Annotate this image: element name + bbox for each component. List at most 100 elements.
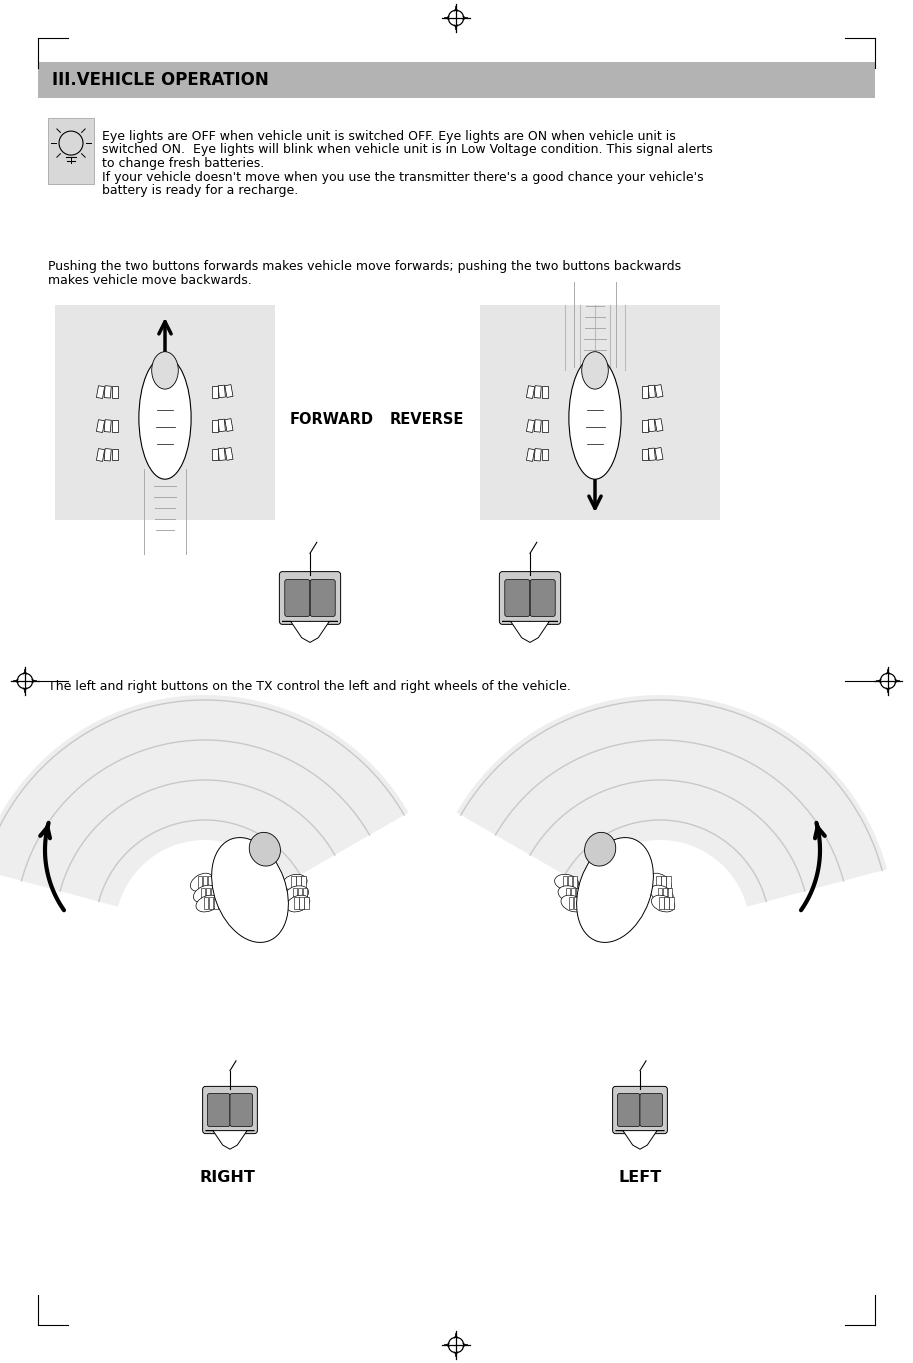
Bar <box>225 418 233 432</box>
Bar <box>104 448 111 461</box>
Text: Pushing the two buttons forwards makes vehicle move forwards; pushing the two bu: Pushing the two buttons forwards makes v… <box>48 260 681 273</box>
Polygon shape <box>456 695 887 906</box>
Bar <box>104 420 111 432</box>
Text: Eye lights are OFF when vehicle unit is switched OFF. Eye lights are ON when veh: Eye lights are OFF when vehicle unit is … <box>102 129 676 143</box>
Ellipse shape <box>212 838 289 942</box>
Ellipse shape <box>249 833 280 866</box>
FancyBboxPatch shape <box>203 1086 257 1134</box>
FancyBboxPatch shape <box>499 571 561 624</box>
Bar <box>301 876 306 887</box>
Text: RIGHT: RIGHT <box>199 1169 255 1184</box>
Bar <box>562 876 567 887</box>
Bar <box>665 897 668 909</box>
FancyBboxPatch shape <box>617 1093 640 1126</box>
Bar <box>648 420 656 432</box>
Bar <box>214 897 218 909</box>
Polygon shape <box>205 1131 255 1149</box>
Bar <box>97 448 105 462</box>
Bar <box>527 420 535 432</box>
Bar <box>666 876 670 887</box>
Text: FORWARD: FORWARD <box>290 413 374 428</box>
Bar <box>218 448 226 461</box>
Bar <box>304 897 309 909</box>
Bar <box>203 876 207 887</box>
Bar <box>104 386 111 398</box>
Ellipse shape <box>191 874 213 891</box>
Ellipse shape <box>652 895 675 912</box>
Bar <box>225 384 233 398</box>
Text: LEFT: LEFT <box>618 1169 662 1184</box>
Bar <box>655 418 663 432</box>
Bar <box>55 305 275 521</box>
FancyBboxPatch shape <box>613 1086 667 1134</box>
Bar <box>218 386 226 398</box>
Bar <box>218 420 226 432</box>
Bar <box>663 887 667 900</box>
FancyBboxPatch shape <box>310 579 335 616</box>
Ellipse shape <box>139 357 191 480</box>
Bar <box>207 876 212 887</box>
Text: to change fresh batteries.: to change fresh batteries. <box>102 157 264 170</box>
Ellipse shape <box>649 874 671 891</box>
Bar <box>212 448 217 461</box>
Ellipse shape <box>569 357 621 480</box>
Bar <box>573 897 578 909</box>
Bar <box>111 448 118 461</box>
Text: REVERSE: REVERSE <box>390 413 465 428</box>
Ellipse shape <box>650 885 673 902</box>
Bar <box>642 386 647 398</box>
FancyBboxPatch shape <box>230 1093 253 1126</box>
Bar <box>97 386 105 398</box>
Bar <box>669 897 674 909</box>
Bar <box>299 897 304 909</box>
Bar <box>212 386 217 398</box>
Bar <box>198 876 202 887</box>
Bar <box>209 897 213 909</box>
Bar <box>566 887 571 900</box>
Bar <box>655 384 663 398</box>
Bar <box>659 897 664 909</box>
Bar <box>572 876 577 887</box>
Bar <box>293 887 298 900</box>
Text: The left and right buttons on the TX control the left and right wheels of the ve: The left and right buttons on the TX con… <box>48 680 571 692</box>
FancyBboxPatch shape <box>530 579 555 616</box>
Bar <box>291 876 296 887</box>
Ellipse shape <box>584 833 615 866</box>
Bar <box>296 876 300 887</box>
Bar <box>48 119 94 184</box>
Bar <box>534 386 541 398</box>
Bar <box>527 386 535 398</box>
Bar <box>225 447 233 461</box>
Text: makes vehicle move backwards.: makes vehicle move backwards. <box>48 274 252 286</box>
Bar <box>97 420 105 432</box>
Polygon shape <box>282 622 338 642</box>
Polygon shape <box>615 1131 665 1149</box>
Bar <box>294 897 299 909</box>
Ellipse shape <box>554 874 579 890</box>
Bar <box>648 386 656 398</box>
Bar <box>541 448 548 461</box>
Bar <box>111 420 118 432</box>
Bar <box>303 887 307 900</box>
Bar <box>201 887 205 900</box>
Bar <box>642 448 647 461</box>
Text: III.VEHICLE OPERATION: III.VEHICLE OPERATION <box>52 71 268 89</box>
Ellipse shape <box>152 352 178 388</box>
Ellipse shape <box>283 874 307 890</box>
Bar <box>527 448 535 462</box>
FancyBboxPatch shape <box>279 571 341 624</box>
FancyBboxPatch shape <box>207 1093 230 1126</box>
Bar <box>579 897 583 909</box>
Bar <box>541 420 548 432</box>
Bar <box>211 887 215 900</box>
Bar <box>656 876 661 887</box>
Ellipse shape <box>194 885 216 902</box>
Polygon shape <box>0 695 408 906</box>
Text: If your vehicle doesn't move when you use the transmitter there's a good chance : If your vehicle doesn't move when you us… <box>102 170 704 184</box>
Bar <box>534 448 541 461</box>
Bar <box>658 887 662 900</box>
FancyBboxPatch shape <box>640 1093 663 1126</box>
Bar <box>568 876 572 887</box>
Text: battery is ready for a recharge.: battery is ready for a recharge. <box>102 184 299 198</box>
Bar <box>206 887 210 900</box>
